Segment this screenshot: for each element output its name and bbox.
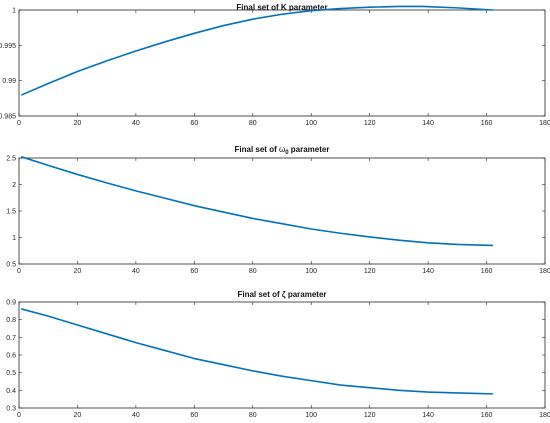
chart-k-series-line [21, 5, 494, 96]
chart-zeta: 0 20 40 60 80 100 120 140 160 180 0.3 0.4 0.5 0.6 0.7 0… [6, 290, 550, 419]
x-tick-label: 120 [364, 268, 376, 275]
x-tick-label: 160 [481, 120, 493, 127]
x-tick-label: 100 [305, 412, 317, 419]
y-tick-label: 1 [12, 8, 16, 15]
x-tick-label: 120 [364, 120, 376, 127]
chart-title: Final set of K parameter [236, 3, 327, 12]
chart-omega0-axes-box [18, 157, 546, 265]
chart-title-subscript: 0 [285, 150, 289, 156]
y-tick-label: 1.5 [6, 209, 16, 216]
y-tick-label: 0.995 [0, 43, 16, 50]
y-tick-label: 1 [12, 235, 16, 242]
x-tick-label: 0 [17, 120, 21, 127]
x-tick-label: 60 [190, 268, 198, 275]
x-tick-label: 20 [74, 268, 82, 275]
x-tick-label: 80 [249, 268, 257, 275]
y-tick-label: 0.985 [0, 114, 16, 121]
x-tick-label: 40 [132, 120, 140, 127]
x-tick-label: 80 [249, 120, 257, 127]
y-tick-label: 0.4 [6, 388, 16, 395]
chart-zeta-series-line [21, 308, 494, 395]
chart-zeta-axes-box [18, 301, 546, 409]
chart-title: Final set of ζ parameter [237, 290, 326, 299]
y-tick-label: 0.6 [6, 353, 16, 360]
x-tick-label: 40 [132, 412, 140, 419]
chart-title-prefix: Final set of [235, 145, 279, 154]
x-tick-label: 20 [74, 412, 82, 419]
y-tick-label: 0.7 [6, 335, 16, 342]
x-tick-label: 120 [364, 412, 376, 419]
x-tick-label: 180 [539, 412, 550, 419]
x-tick-label: 160 [481, 268, 493, 275]
x-tick-label: 60 [190, 120, 198, 127]
y-tick-label: 0.3 [6, 406, 16, 413]
chart-title-symbol: ω [279, 145, 285, 154]
chart-k: 0 20 40 60 80 100 120 140 160 180 0.985 0.99 0.995 1 F… [0, 3, 550, 127]
x-tick-label: 100 [305, 268, 317, 275]
x-tick-label: 80 [249, 412, 257, 419]
y-tick-label: 0.9 [6, 300, 16, 307]
x-tick-label: 140 [422, 120, 434, 127]
x-tick-label: 20 [74, 120, 82, 127]
chart-title: Final set of ω0 parameter [235, 145, 330, 156]
x-tick-label: 160 [481, 412, 493, 419]
y-tick-label: 0.5 [6, 262, 16, 269]
x-tick-label: 40 [132, 268, 140, 275]
x-tick-label: 0 [17, 268, 21, 275]
x-tick-label: 100 [305, 120, 317, 127]
x-tick-label: 60 [190, 412, 198, 419]
x-tick-label: 180 [539, 268, 550, 275]
y-tick-label: 0.5 [6, 370, 16, 377]
x-tick-label: 140 [422, 268, 434, 275]
x-tick-label: 0 [17, 412, 21, 419]
chart-title-suffix: parameter [289, 145, 330, 154]
y-tick-label: 2.5 [6, 156, 16, 163]
x-tick-label: 180 [539, 120, 550, 127]
y-tick-label: 0.99 [2, 78, 16, 85]
chart-omega0: 0 20 40 60 80 100 120 140 160 180 0.5 1 1.5 2 2.5 Final… [6, 145, 550, 275]
chart-k-axes-box [18, 9, 546, 117]
x-tick-label: 140 [422, 412, 434, 419]
y-tick-label: 2 [12, 182, 16, 189]
y-tick-label: 0.8 [6, 317, 16, 324]
chart-omega0-series-line [21, 156, 494, 247]
